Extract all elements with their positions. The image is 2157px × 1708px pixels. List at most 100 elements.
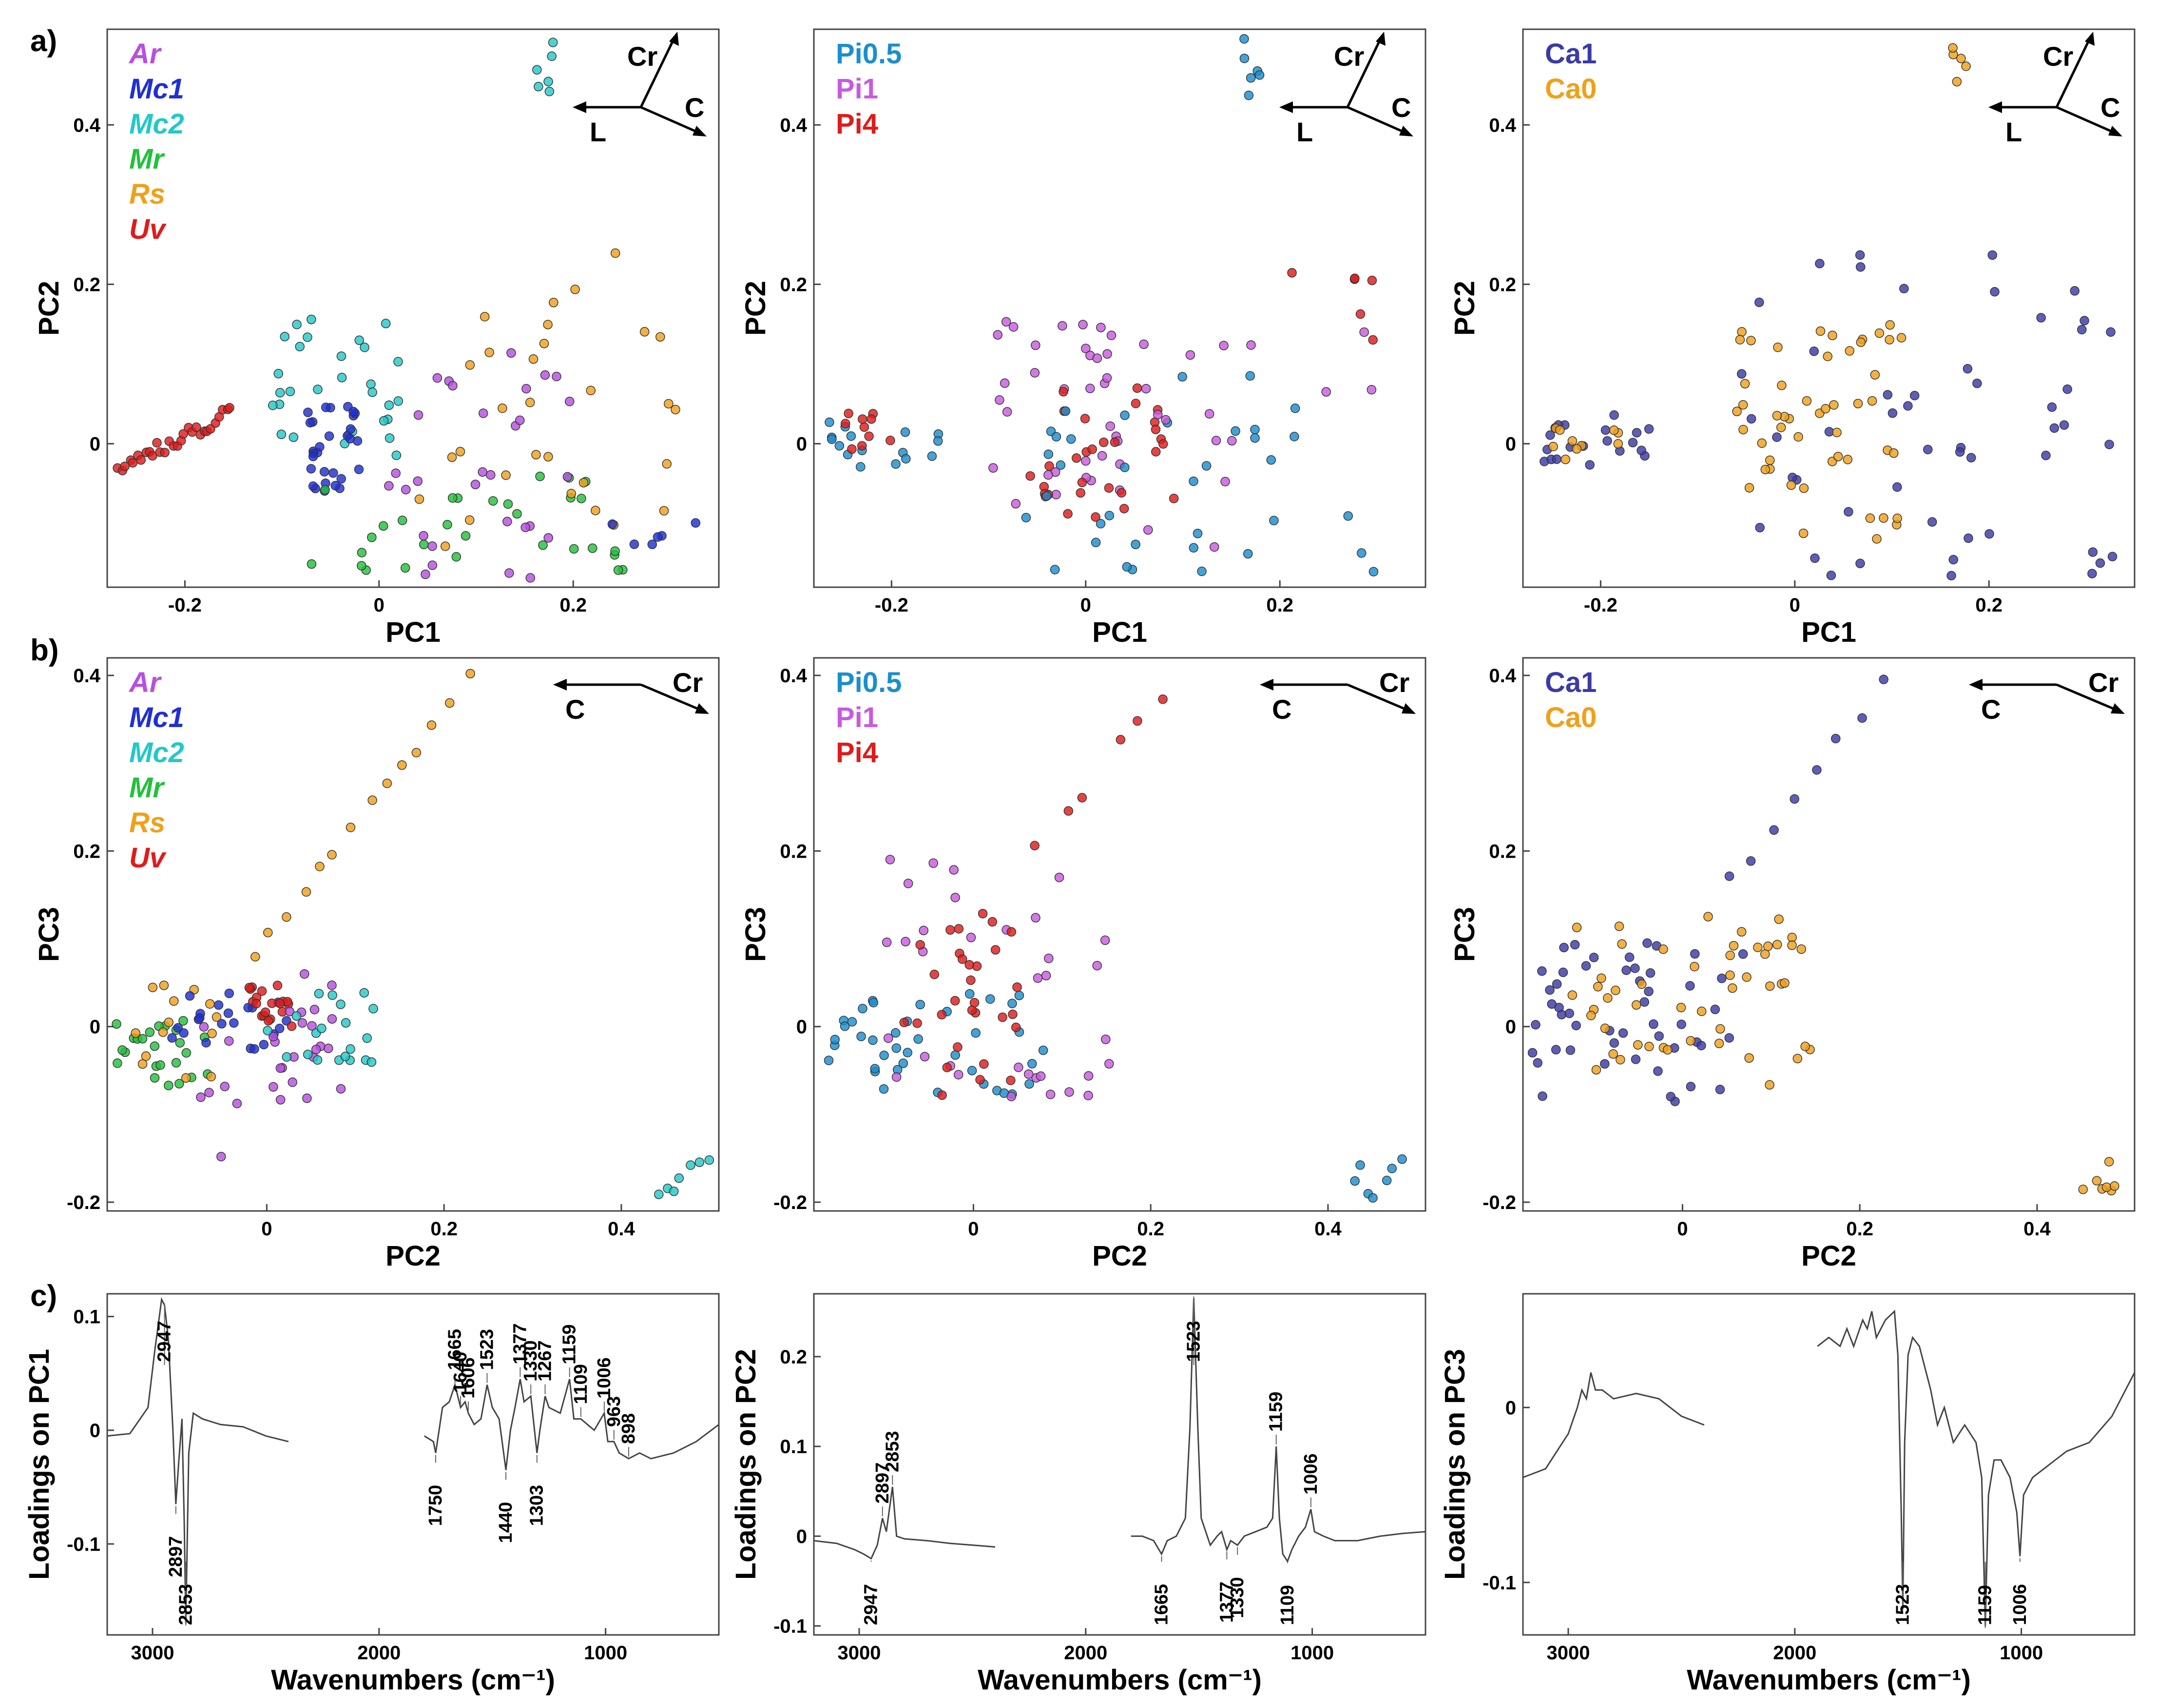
data-point-Pi0_5	[1104, 511, 1115, 520]
y-tick-label: 0	[90, 1017, 100, 1038]
data-point-Pi4	[945, 925, 955, 935]
data-point-Rs	[465, 669, 475, 679]
data-point-Ca0	[1740, 379, 1750, 389]
data-point-Pi1	[1081, 456, 1091, 466]
arrow-Cr-head	[695, 703, 709, 714]
data-point-Mc2	[393, 396, 404, 406]
data-point-Ca1	[1676, 1019, 1686, 1029]
x-axis-label: PC1	[385, 616, 441, 648]
spectrum-line	[813, 1486, 996, 1560]
arrow-Cr-head	[2111, 703, 2125, 714]
data-point-Ca0	[1885, 320, 1895, 330]
data-point-Mr	[307, 559, 317, 569]
data-point-Ca0	[1690, 961, 1699, 972]
peak-label: 1109	[1277, 1585, 1298, 1625]
data-point-Ca0	[1829, 400, 1839, 410]
y-tick-label: -0.1	[1483, 1572, 1516, 1593]
data-point-Pi0_5	[1021, 513, 1031, 523]
data-point-Mc1	[305, 418, 315, 428]
data-point-Ca1	[1666, 1092, 1676, 1102]
data-point-Rs	[531, 450, 541, 460]
data-point-Rs	[159, 980, 169, 990]
y-tick-label: 0.2	[1489, 841, 1516, 862]
data-point-Pi0_5	[1239, 54, 1250, 63]
data-point-Pi4	[990, 945, 1001, 955]
data-point-Pi4	[937, 1010, 947, 1019]
data-point-Mr	[538, 540, 548, 550]
arrow-Cr-shaft	[2055, 36, 2092, 108]
data-point-Ca0	[1725, 950, 1735, 960]
data-point-Ar	[275, 1063, 286, 1073]
data-point-Ca1	[1645, 968, 1656, 978]
legend-entry-Ca1: Ca1	[1545, 667, 1597, 698]
data-point-Ca1	[1815, 259, 1825, 269]
data-point-Ca1	[1600, 425, 1611, 435]
x-tick-label: 0.4	[1314, 1218, 1342, 1240]
data-point-Ar	[427, 541, 437, 551]
data-point-Pi1	[1139, 339, 1149, 349]
data-point-Pi0_5	[1357, 548, 1367, 558]
data-point-Uv	[192, 422, 201, 432]
peak-label: 2947	[861, 1584, 882, 1625]
data-point-Rs	[525, 398, 535, 407]
data-point-Mc2	[307, 314, 316, 325]
arrow-L-head	[1279, 101, 1293, 113]
peak-label: 2853	[882, 1431, 903, 1473]
data-point-Ca1	[1883, 390, 1893, 400]
data-point-Ca0	[2101, 1182, 2112, 1192]
data-point-Pi1	[1051, 490, 1061, 499]
data-point-Uv	[267, 998, 277, 1008]
data-point-Pi1	[1141, 384, 1151, 394]
data-point-Ca0	[1765, 1080, 1774, 1090]
data-point-Pi4	[953, 1042, 963, 1052]
x-tick-label: 2000	[1773, 1642, 1816, 1664]
data-point-Ar	[486, 470, 496, 480]
data-point-Ca1	[1642, 938, 1652, 948]
x-tick-label: 0.2	[430, 1218, 458, 1240]
data-point-Pi0_5	[1050, 565, 1060, 575]
data-point-Ca1	[1927, 517, 1937, 527]
data-point-Ca0	[1760, 949, 1770, 959]
data-point-Pi1	[1006, 1092, 1016, 1101]
data-point-Pi1	[1104, 1059, 1114, 1069]
data-point-Ca0	[1776, 422, 1786, 432]
arrow-label-C: C	[2100, 92, 2120, 123]
data-point-Mc1	[336, 474, 346, 484]
data-point-Ca1	[1790, 794, 1799, 804]
data-point-Pi1	[1064, 1087, 1074, 1097]
data-point-Ca1	[1855, 558, 1865, 568]
data-point-Ca1	[1686, 1082, 1696, 1092]
data-point-Ca1	[1628, 438, 1638, 447]
y-tick-label: 0.2	[73, 841, 100, 862]
data-point-Pi0_5	[1131, 539, 1140, 549]
data-point-Ca1	[1812, 765, 1822, 775]
data-point-Mr	[577, 494, 586, 503]
data-point-Pi1	[1153, 409, 1163, 420]
data-point-Ca1	[1855, 250, 1865, 260]
data-point-Pi1	[1096, 323, 1106, 332]
data-point-Rs	[397, 760, 407, 770]
data-point-Pi0_5	[1368, 1193, 1378, 1203]
data-point-Mr	[112, 1019, 121, 1029]
data-point-Rs	[578, 478, 589, 488]
legend-entry-Uv: Uv	[129, 213, 167, 245]
y-tick-label: 0	[1505, 1017, 1516, 1038]
arrow-C-head	[1260, 679, 1273, 691]
data-point-Mc1	[250, 1044, 259, 1054]
data-point-Ca1	[1892, 482, 1902, 492]
data-point-Pi0_5	[1246, 73, 1256, 83]
data-point-Ca0	[1746, 336, 1756, 345]
arrow-label-C: C	[1391, 92, 1411, 123]
data-point-Pi0_5	[1201, 461, 1212, 471]
y-tick-label: 0.4	[73, 665, 100, 687]
data-point-Pi1	[1054, 872, 1064, 883]
data-point-Pi0_5	[1060, 406, 1071, 416]
data-point-Ca1	[2087, 569, 2097, 578]
legend-entry-Ca0: Ca0	[1545, 702, 1597, 733]
data-point-Ar	[311, 1044, 321, 1055]
data-point-Uv	[260, 1007, 270, 1017]
data-point-Pi4	[975, 1075, 985, 1085]
arrow-label-L: L	[2005, 116, 2022, 147]
chart-c2: 3000 2000 1000 -0.1 0 0.1 0.2 Wavenumbers (cm⁻¹…	[730, 1293, 1426, 1696]
